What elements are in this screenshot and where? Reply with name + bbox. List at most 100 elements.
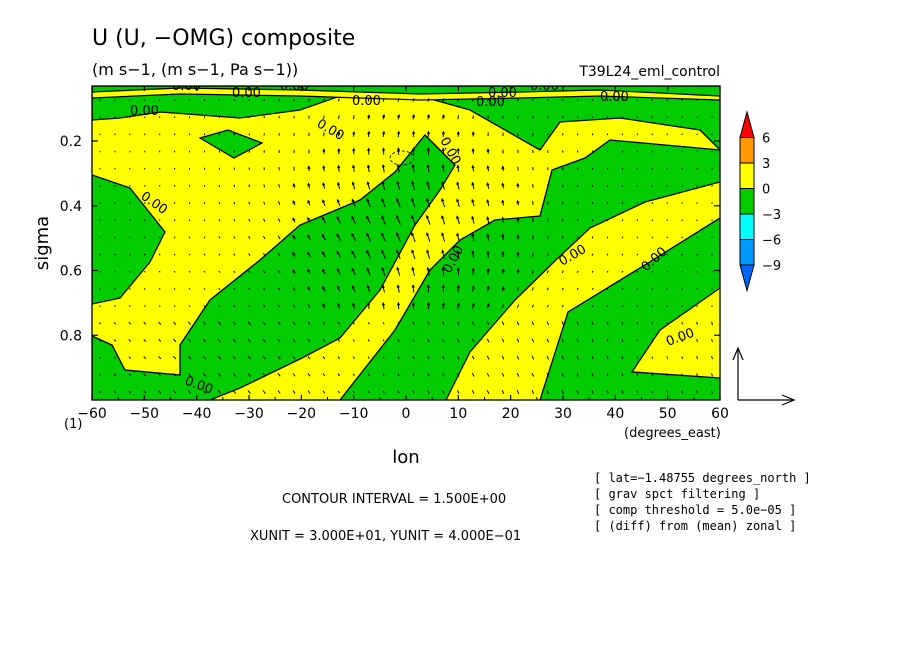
vector-arrow (248, 236, 251, 239)
vector-arrow (501, 389, 505, 395)
vector-arrow (367, 98, 370, 102)
vector-arrow (113, 373, 117, 377)
vector-arrow (99, 219, 101, 222)
vector-arrow (173, 288, 176, 290)
vector-arrow-head (486, 199, 490, 203)
vector-arrow (576, 321, 579, 326)
vector-arrow (322, 338, 326, 343)
vector-arrow-head (292, 199, 296, 204)
colorbar: 6 3 0 −3 −6 −9 (739, 110, 781, 293)
vector-arrow (516, 338, 520, 343)
note-line: [ grav spct filtering ] (594, 487, 760, 501)
vector-arrow (322, 373, 326, 377)
vector-arrow (366, 198, 371, 208)
vector-arrow (382, 356, 385, 359)
vector-arrow (351, 216, 356, 225)
vector-arrow (412, 285, 415, 293)
vector-arrow (114, 305, 116, 307)
vector-arrow (426, 181, 430, 190)
vector-arrow (606, 373, 609, 377)
vector-arrow (173, 270, 176, 273)
vector-arrow (352, 115, 355, 120)
vector-arrow (412, 390, 415, 394)
vector-arrow (711, 321, 713, 325)
x-tick-label: −10 (339, 406, 369, 422)
vector-arrow (158, 390, 162, 394)
vector-arrow (681, 356, 684, 360)
vector-arrow-head (426, 197, 430, 202)
vector-arrow-head (501, 182, 505, 187)
vector-arrow (99, 236, 101, 239)
colorbar-label: 3 (762, 157, 770, 172)
vector-arrow (218, 219, 221, 222)
vector-arrow (456, 216, 460, 225)
vector-arrow-head (381, 266, 385, 271)
vector-arrow-head (486, 216, 490, 220)
vector-arrow-head (441, 232, 445, 236)
vector-arrow (651, 390, 654, 394)
vector-arrow-head (441, 147, 445, 152)
vector-arrow-head (456, 302, 460, 307)
vector-arrow (412, 164, 415, 173)
vector-arrow (681, 373, 684, 377)
vector-arrow (621, 339, 624, 342)
vector-arrow (501, 338, 505, 343)
vector-arrow (412, 373, 415, 377)
vector-arrow (472, 251, 475, 259)
vector-arrow (128, 253, 131, 256)
vector-arrow (696, 338, 698, 342)
vector-arrow-head (382, 113, 386, 118)
vector-arrow-head (352, 130, 356, 135)
vector-arrow (367, 322, 370, 325)
vector-arrow (441, 198, 446, 208)
vector-arrow (218, 287, 221, 290)
x-tick-label: −20 (287, 406, 317, 422)
vector-arrow (471, 233, 475, 241)
vector-arrow (114, 270, 116, 273)
vector-arrow (711, 184, 713, 187)
vector-arrow-head (351, 232, 355, 237)
vector-arrow (576, 338, 579, 343)
vector-arrow (621, 305, 624, 308)
vector-arrow-head (292, 269, 296, 273)
vector-arrow-head (501, 199, 505, 204)
vector-arrow (681, 288, 684, 290)
vector-arrow-head (321, 251, 325, 255)
vector-arrow (412, 98, 415, 102)
vector-arrow (233, 270, 236, 273)
vector-arrow-head (501, 285, 505, 290)
vector-arrow-head (322, 165, 326, 169)
reference-vector-vertical-head (732, 346, 744, 361)
vector-arrow (382, 373, 385, 377)
vector-arrow (188, 202, 191, 205)
vector-arrow-head (441, 130, 445, 135)
vector-arrow (233, 253, 236, 256)
vector-arrow (516, 389, 520, 395)
vector-arrow (471, 321, 475, 326)
vector-arrow-head (426, 266, 430, 271)
vector-arrow (143, 356, 147, 360)
vector-arrow (292, 304, 296, 308)
vector-arrow (248, 218, 251, 222)
vector-arrow-head (426, 180, 430, 185)
vector-arrow (651, 356, 654, 359)
vector-arrow (113, 390, 117, 394)
vector-arrow (426, 198, 431, 208)
vector-arrow (427, 373, 430, 377)
vector-arrow-head (411, 266, 415, 271)
vector-arrow (531, 269, 534, 274)
vector-arrow (337, 339, 341, 342)
vector-arrow (99, 270, 101, 273)
vector-arrow (352, 321, 355, 325)
vector-arrow (143, 253, 146, 256)
vector-arrow (366, 268, 371, 276)
vector-arrow (427, 267, 430, 276)
vector-arrow-head (396, 249, 400, 253)
vector-arrow (591, 373, 594, 377)
vector-arrow-head (426, 284, 430, 288)
vector-arrow (217, 321, 222, 326)
vector-arrow (621, 287, 624, 290)
vector-arrow (471, 338, 475, 343)
vector-arrow (233, 236, 236, 239)
vector-arrow (143, 390, 147, 394)
